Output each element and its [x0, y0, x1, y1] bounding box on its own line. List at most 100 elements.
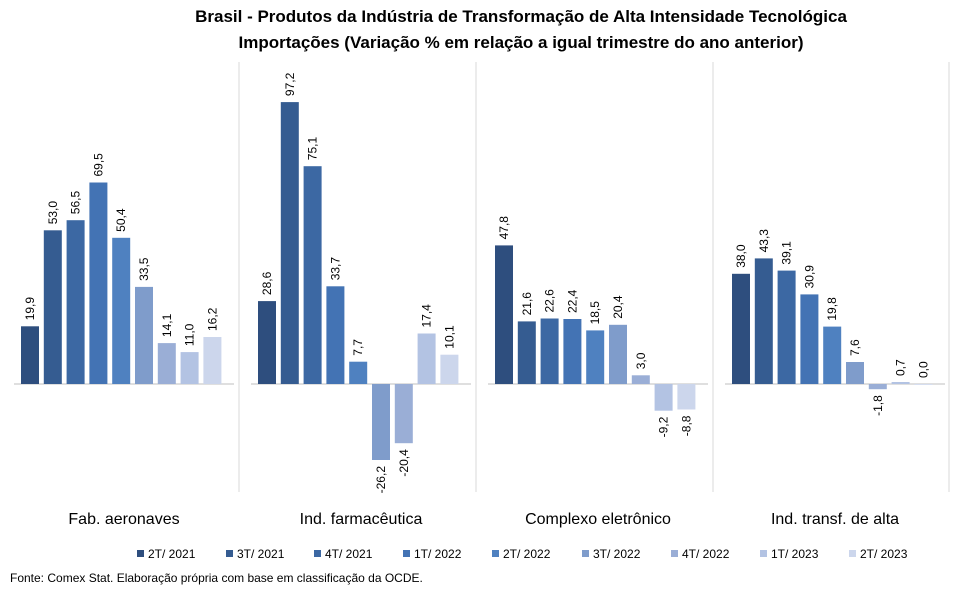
- data-label: 11,0: [183, 323, 197, 346]
- category-label: Ind. transf. de alta: [771, 511, 899, 528]
- chart-title-line1: Brasil - Produtos da Indústria de Transf…: [195, 7, 847, 26]
- data-label: 30,9: [802, 265, 816, 289]
- data-label: 38,0: [734, 244, 748, 268]
- legend-swatch: [314, 550, 321, 557]
- legend-swatch: [226, 550, 233, 557]
- data-label: 18,5: [588, 301, 602, 325]
- bar: [868, 384, 887, 390]
- bar: [440, 354, 459, 384]
- bar: [823, 326, 842, 384]
- bar: [21, 326, 39, 384]
- bar: [43, 230, 62, 384]
- bar: [914, 384, 933, 385]
- data-label: 0,7: [894, 359, 908, 376]
- category-label: Ind. farmacêutica: [300, 511, 423, 528]
- legend-label: 2T/ 2023: [860, 547, 908, 561]
- data-label: -26,2: [374, 466, 388, 494]
- data-label: 33,5: [137, 257, 151, 281]
- data-label: 28,6: [260, 271, 274, 295]
- bar: [540, 318, 559, 384]
- data-label: 7,6: [848, 339, 862, 356]
- legend-swatch: [671, 550, 678, 557]
- bar: [280, 102, 299, 384]
- data-label: 50,4: [114, 208, 128, 232]
- data-label: 20,4: [611, 295, 625, 319]
- bar: [631, 375, 650, 384]
- bar: [349, 361, 368, 384]
- data-label: -20,4: [397, 449, 411, 477]
- data-label: 69,5: [91, 153, 105, 177]
- bar: [891, 382, 910, 384]
- data-label: 56,5: [69, 191, 83, 215]
- legend-label: 3T/ 2021: [237, 547, 285, 561]
- bar: [372, 384, 390, 460]
- chart-title-line2: Importações (Variação % em relação a igu…: [239, 33, 804, 52]
- data-label: 10,1: [442, 325, 456, 349]
- legend-swatch: [582, 550, 589, 557]
- bar: [517, 321, 536, 384]
- data-label: 21,6: [520, 292, 534, 316]
- source-note: Fonte: Comex Stat. Elaboração própria co…: [10, 571, 423, 585]
- bar: [654, 384, 673, 411]
- bar: [303, 166, 322, 384]
- data-label: 43,3: [757, 229, 771, 253]
- bar: [586, 330, 605, 384]
- category-label: Fab. aeronaves: [68, 511, 179, 528]
- data-label: 7,7: [351, 339, 365, 356]
- legend-swatch: [760, 550, 767, 557]
- bar: [732, 273, 750, 384]
- legend-label: 2T/ 2021: [148, 547, 196, 561]
- bar: [157, 343, 176, 384]
- plot-area: 19,9 53,0 56,5 69,5 50,4 33,5 14,1 11,0 16,2 Fab.…: [14, 62, 950, 528]
- data-label: 16,2: [205, 307, 219, 331]
- legend-label: 3T/ 2022: [593, 547, 641, 561]
- data-label: 22,6: [543, 289, 557, 313]
- legend-label: 2T/ 2022: [503, 547, 551, 561]
- legend-label: 4T/ 2021: [325, 547, 373, 561]
- bar: [326, 286, 345, 384]
- data-label: 14,1: [160, 313, 174, 337]
- bar: [754, 258, 773, 384]
- bar: [495, 245, 513, 384]
- data-label: 97,2: [283, 72, 297, 96]
- bar: [563, 319, 582, 384]
- bar: [800, 294, 819, 384]
- bar: [66, 220, 85, 384]
- data-label: 47,8: [497, 216, 511, 240]
- data-label: -1,8: [871, 395, 885, 416]
- bar: [677, 384, 696, 410]
- legend-swatch: [849, 550, 856, 557]
- bar: [89, 182, 108, 384]
- category-label: Complexo eletrônico: [525, 511, 671, 528]
- data-label: 19,9: [23, 297, 37, 321]
- bar: [112, 237, 131, 384]
- bar: [135, 286, 153, 384]
- data-label: 3,0: [634, 352, 648, 369]
- data-label: 22,4: [565, 289, 579, 313]
- bar: [777, 270, 796, 384]
- bar: [258, 301, 276, 384]
- bar: [609, 324, 627, 384]
- bar: [180, 352, 199, 384]
- bar: [846, 362, 864, 384]
- data-label: 33,7: [328, 257, 342, 281]
- data-label: 75,1: [306, 137, 320, 161]
- legend: 2T/ 2021 3T/ 2021 4T/ 2021 1T/ 2022 2T/ 2022…: [137, 547, 908, 561]
- legend-swatch: [137, 550, 144, 557]
- data-label: 39,1: [780, 241, 794, 265]
- legend-label: 4T/ 2022: [682, 547, 730, 561]
- data-label: 17,4: [420, 304, 434, 328]
- data-label: -8,8: [679, 415, 693, 436]
- bar: [417, 333, 436, 384]
- data-label: -9,2: [657, 416, 671, 437]
- legend-swatch: [492, 550, 499, 557]
- bar: [203, 337, 222, 384]
- bar: [394, 384, 413, 444]
- data-label: 53,0: [46, 201, 60, 225]
- legend-label: 1T/ 2022: [414, 547, 462, 561]
- data-label: 0,0: [916, 361, 930, 378]
- legend-label: 1T/ 2023: [771, 547, 819, 561]
- data-label: 19,8: [825, 297, 839, 321]
- legend-swatch: [403, 550, 410, 557]
